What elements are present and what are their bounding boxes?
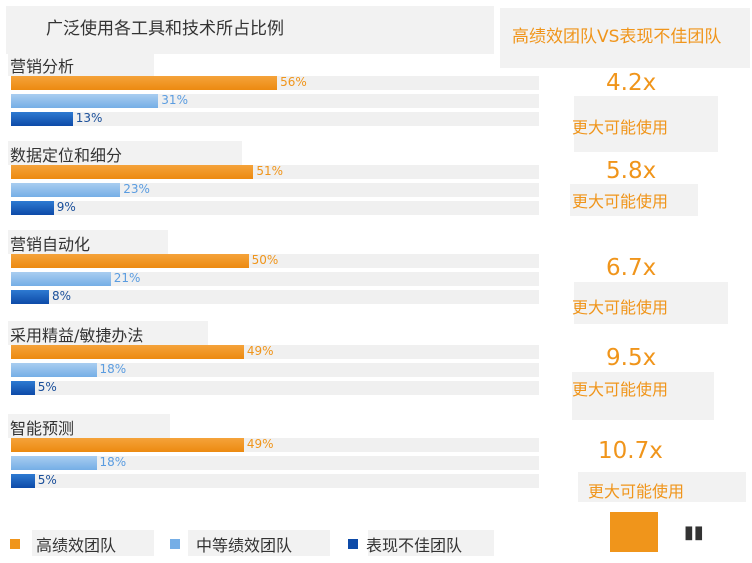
ratio-multiplier: 5.8x: [606, 158, 657, 184]
legend-item-high: 高绩效团队: [10, 528, 154, 556]
bar-high: [11, 438, 244, 452]
bar-track: 8%: [11, 289, 539, 304]
bar-track: 50%: [11, 253, 539, 268]
ratio-caption: 更大可能使用: [572, 118, 669, 137]
bar-high: [11, 76, 278, 90]
legend-label-background: [32, 530, 154, 556]
compare-title: 高绩效团队VS表现不佳团队: [512, 27, 722, 47]
title-background: [6, 6, 494, 54]
legend-label-mid: 中等绩效团队: [196, 536, 293, 555]
ratio-label-background: [570, 184, 698, 216]
bar-value-label: 31%: [161, 93, 188, 107]
legend-swatch-low: [348, 539, 358, 549]
bar-group: 营销自动化 50% 21% 8%: [8, 230, 540, 320]
legend-label-background: [188, 530, 330, 556]
ratio-label-background: [572, 372, 714, 420]
bar-value-label: 56%: [280, 75, 307, 89]
bar-value-label: 51%: [256, 164, 284, 178]
bar-track: 49%: [11, 344, 539, 359]
legend-label-high: 高绩效团队: [36, 536, 117, 555]
bar-track: 13%: [11, 111, 539, 126]
ratio-multiplier: 4.2x: [606, 70, 657, 96]
legend-swatch-high: [10, 539, 20, 549]
bar-value-label: 23%: [123, 182, 150, 196]
category-label-background: [8, 52, 154, 76]
bar-track: 31%: [11, 93, 539, 108]
bar-value-label: 5%: [37, 380, 57, 394]
category-label: 数据定位和细分: [10, 146, 123, 165]
bar-group: 数据定位和细分 51% 23% 9%: [8, 141, 540, 231]
legend-label-low: 表现不佳团队: [366, 536, 463, 555]
brand-mark-icon: ▮▮: [684, 522, 704, 543]
bar-track: 23%: [11, 182, 539, 197]
ratio-multiplier: 9.5x: [606, 345, 657, 371]
ratio-caption: 更大可能使用: [572, 192, 669, 211]
bar-group: 采用精益/敏捷办法 49% 18% 5%: [8, 321, 540, 411]
bar-track: 9%: [11, 200, 539, 215]
brand-logo: [610, 512, 658, 552]
bar-track: 49%: [11, 437, 539, 452]
bar-mid: [11, 94, 159, 108]
bar-track: 5%: [11, 380, 539, 395]
ratio-caption: 更大可能使用: [572, 380, 669, 399]
bar-track: 18%: [11, 455, 539, 470]
bar-mid: [11, 363, 97, 377]
bar-value-label: 9%: [56, 200, 76, 214]
bar-group: 营销分析 56% 31% 13%: [8, 52, 540, 142]
bar-high: [11, 165, 254, 179]
legend-item-mid: 中等绩效团队: [170, 528, 330, 556]
category-label: 智能预测: [10, 419, 75, 438]
bar-mid: [11, 183, 121, 197]
ratio-caption: 更大可能使用: [572, 298, 669, 317]
category-label: 营销分析: [10, 57, 75, 76]
bar-value-label: 50%: [251, 253, 279, 267]
bar-value-label: 49%: [246, 344, 274, 358]
bar-low: [11, 290, 50, 304]
bar-mid: [11, 456, 97, 470]
ratio-label-background: [574, 282, 728, 324]
legend-swatch-mid: [170, 539, 180, 549]
bar-track: 56%: [11, 75, 539, 90]
bar-value-label: 8%: [52, 289, 72, 303]
chart-title: 广泛使用各工具和技术所占比例: [46, 19, 284, 39]
bar-value-label: 21%: [113, 271, 141, 285]
compare-title-background: [500, 8, 750, 68]
legend-item-low: 表现不佳团队: [348, 528, 498, 556]
ratio-label-background: [578, 472, 746, 502]
bar-track: 21%: [11, 271, 539, 286]
category-label-background: [8, 230, 168, 254]
ratio-label-background: [574, 96, 718, 152]
ratio-multiplier: 6.7x: [606, 255, 657, 281]
bar-value-label: 49%: [246, 437, 274, 451]
bar-value-label: 13%: [75, 111, 103, 125]
category-label: 采用精益/敏捷办法: [10, 326, 144, 345]
bar-value-label: 18%: [99, 362, 127, 376]
bar-low: [11, 381, 35, 395]
category-label-background: [8, 414, 170, 438]
ratio-caption: 更大可能使用: [588, 482, 685, 501]
bar-track: 18%: [11, 362, 539, 377]
ratio-multiplier: 10.7x: [598, 438, 663, 464]
category-label-background: [8, 321, 208, 345]
bar-value-label: 5%: [37, 473, 57, 487]
category-label-background: [8, 141, 242, 165]
category-label: 营销自动化: [10, 235, 91, 254]
bar-value-label: 18%: [99, 455, 127, 469]
bar-track: 51%: [11, 164, 539, 179]
bar-group: 智能预测 49% 18% 5%: [8, 414, 540, 504]
bar-low: [11, 474, 35, 488]
bar-low: [11, 112, 73, 126]
bar-mid: [11, 272, 111, 286]
bar-track: 5%: [11, 473, 539, 488]
legend-label-background: [368, 530, 494, 556]
bar-high: [11, 254, 249, 268]
bar-low: [11, 201, 54, 215]
bar-high: [11, 345, 244, 359]
